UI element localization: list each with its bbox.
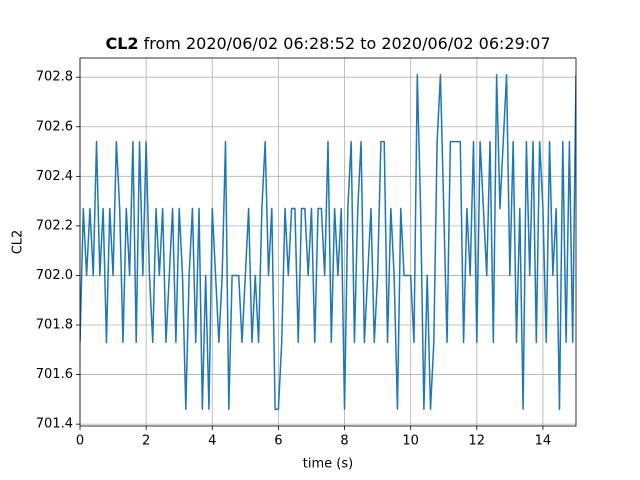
y-tick-label: 702.4 [36, 169, 73, 184]
y-axis-label: CL2 [11, 230, 26, 255]
y-tick-label: 701.4 [36, 417, 73, 432]
x-tick-label: 14 [535, 434, 552, 449]
y-tick-label: 702.2 [36, 218, 73, 233]
plot-frame [79, 57, 577, 427]
x-tick-label: 12 [469, 434, 486, 449]
data-line [80, 73, 576, 411]
x-tick-label: 0 [76, 434, 84, 449]
title-rest: from 2020/06/02 06:28:52 to 2020/06/02 0… [144, 34, 551, 53]
x-tick-label: 8 [340, 434, 348, 449]
y-tick-label: 701.6 [36, 367, 73, 382]
x-axis-label: time (s) [303, 457, 353, 472]
y-tick-label: 702.6 [36, 119, 73, 134]
y-tick-label: 702.0 [36, 268, 73, 283]
chart-title: CL2 from 2020/06/02 06:28:52 to 2020/06/… [105, 34, 550, 53]
x-tick-label: 4 [208, 434, 216, 449]
x-tick-label: 2 [142, 434, 150, 449]
y-tick-label: 701.8 [36, 318, 73, 333]
y-tick-label: 702.8 [36, 70, 73, 85]
x-tick-label: 10 [402, 434, 419, 449]
title-bold: CL2 [105, 34, 138, 53]
x-tick-label: 6 [274, 434, 282, 449]
